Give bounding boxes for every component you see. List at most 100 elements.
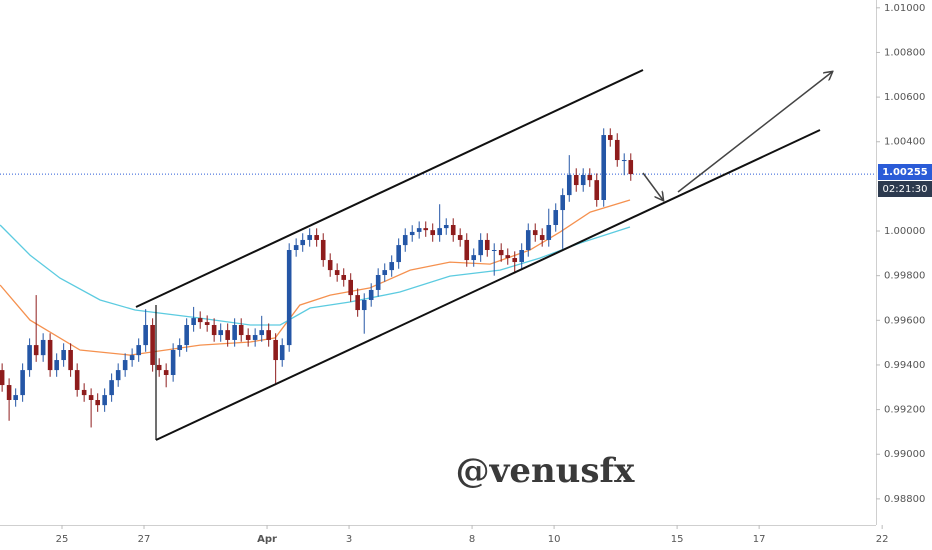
y-tick-label: 1.01000 [884,3,925,14]
y-tick-label: 0.99600 [884,315,925,326]
y-tick-label: 0.98800 [884,494,925,505]
candle-body [355,295,360,311]
candle-body [614,139,620,161]
candle-body [27,345,32,371]
x-tick-label: 25 [56,534,69,545]
candle-body [464,239,470,261]
y-tick-label: 0.99200 [884,405,925,416]
candle-body [450,225,456,236]
candle-body [197,318,203,323]
y-tick-label: 1.00600 [884,92,925,103]
candle-body [361,300,367,311]
candle-body [95,400,100,406]
arrow-up [677,72,832,193]
candle-body [519,250,524,263]
candle-body [286,250,292,346]
candle-body [13,395,18,400]
candle-body [320,239,326,261]
candle-body [163,370,169,375]
candle-body [122,360,128,371]
candle-body [252,335,258,340]
candle-body [402,235,408,246]
candle-body [566,175,572,196]
candle-body [416,228,422,232]
candle-body [81,389,87,396]
candle-body [512,258,518,263]
candle-body [621,160,627,162]
candle-body [156,364,162,371]
candle-body [150,325,155,365]
watermark: @venusfx [456,451,636,491]
candle-body [573,175,579,186]
candle-body [505,255,511,259]
candle-body [437,228,442,236]
x-tick-label: 27 [138,534,151,545]
price-label-box [878,164,932,180]
moving-average [0,224,631,326]
candle-body [334,270,340,275]
candle-body [628,160,634,175]
candle-body [327,260,333,271]
candle-body [40,339,46,356]
candle-body [409,231,415,236]
candle-body [443,225,449,229]
candle-body [47,339,53,371]
candle-body [218,330,224,336]
candle-body [129,355,135,361]
candle-body [88,395,94,400]
candle-body [601,135,607,200]
channel-lower [155,129,821,441]
candle-body [33,345,39,356]
candle-body [0,370,5,386]
price-label: 1.00255 [882,167,928,178]
candle-body [546,225,552,240]
candle-body [341,275,347,280]
candle-body [498,250,504,256]
candle-body [238,325,244,336]
candle-body [560,195,566,211]
candle-body [273,339,278,361]
x-tick-label: 8 [469,534,475,545]
candle-body [594,180,600,200]
candle-body [300,239,306,246]
candle-body [430,230,436,236]
candle-body [136,345,141,356]
candle-body [232,325,237,340]
candle-body [553,210,559,225]
candle-body [314,235,319,240]
y-tick-label: 0.99800 [884,271,925,282]
candle-body [143,325,148,346]
drawings [135,69,832,441]
candle-body [211,325,217,336]
x-tick-label: 10 [548,534,561,545]
candle-body [293,245,299,250]
candle-body [115,370,121,381]
candle-body [177,345,182,350]
candle-body [484,239,490,250]
countdown-box [878,181,932,197]
arrow-down [642,172,663,200]
candle-body [491,250,497,251]
x-tick-label: 17 [753,534,766,545]
moving-average [0,199,631,356]
candle-body [225,330,230,340]
candle-body [68,350,73,371]
candle-body [184,325,189,346]
candle-body [532,230,538,236]
candle-body [6,385,12,400]
candle-body [74,370,80,390]
candle-body [102,395,107,406]
x-tick-label: Apr [257,534,277,545]
candle-body [170,350,176,375]
candle-body [348,279,353,296]
candle-body [109,380,114,396]
y-tick-label: 0.99000 [884,449,925,460]
candle-body [539,235,545,240]
candles [0,128,634,428]
x-tick-label: 22 [876,534,889,545]
candle-body [580,175,586,186]
candle-body [457,235,463,240]
candle-body [266,330,271,340]
candle-body [191,318,196,325]
